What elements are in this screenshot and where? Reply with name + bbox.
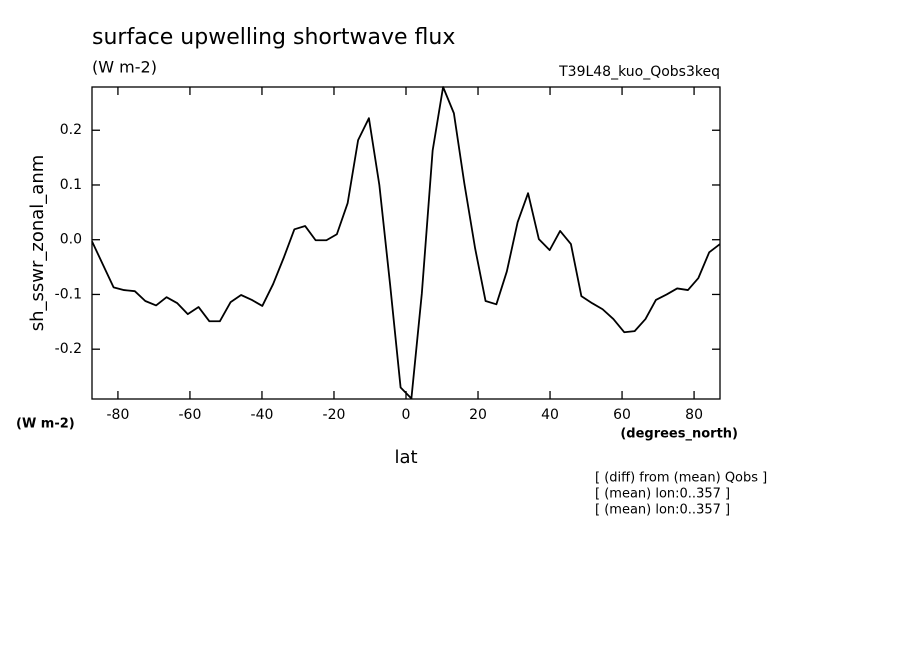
x-tick-label: 20	[469, 407, 487, 423]
y-axis-label: sh_sswr_zonal_anm	[27, 155, 48, 332]
y-tick-label: -0.1	[55, 286, 82, 302]
data-line	[91, 86, 721, 400]
y-tick-label: -0.2	[55, 341, 82, 357]
x-tick-label: 60	[613, 407, 631, 423]
x-axis-label: lat	[394, 447, 417, 468]
x-tick-label: -80	[106, 407, 129, 423]
y-tick-label: 0.0	[60, 232, 82, 248]
y-units: (W m-2)	[16, 417, 75, 432]
x-units: (degrees_north)	[620, 427, 738, 442]
x-tick-label: 0	[402, 407, 411, 423]
chart-title: surface upwelling shortwave flux	[92, 25, 455, 50]
units: (W m-2)	[92, 58, 157, 77]
x-tick-label: -20	[323, 407, 346, 423]
note: [ (mean) lon:0..357 ]	[595, 487, 730, 502]
x-tick-label: 40	[541, 407, 559, 423]
x-tick-label: 80	[685, 407, 703, 423]
y-tick-label: 0.2	[60, 122, 82, 138]
note: [ (diff) from (mean) Qobs ]	[595, 471, 767, 486]
x-tick-label: -40	[251, 407, 274, 423]
dataset: T39L48_kuo_Qobs3keq	[558, 64, 720, 80]
y-tick-label: 0.1	[60, 177, 82, 193]
note: [ (mean) lon:0..357 ]	[595, 503, 730, 518]
x-tick-label: -60	[179, 407, 202, 423]
plot-frame	[91, 86, 721, 400]
